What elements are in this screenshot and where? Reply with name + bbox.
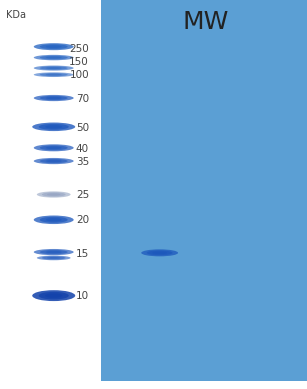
Text: 10: 10	[76, 291, 89, 301]
Ellipse shape	[42, 192, 66, 197]
Ellipse shape	[40, 96, 68, 100]
Ellipse shape	[46, 146, 62, 149]
Ellipse shape	[45, 125, 62, 128]
Ellipse shape	[46, 67, 62, 69]
Ellipse shape	[34, 55, 74, 60]
Ellipse shape	[32, 290, 75, 301]
Ellipse shape	[40, 66, 68, 70]
Text: 50: 50	[76, 123, 89, 133]
Ellipse shape	[40, 217, 68, 223]
Ellipse shape	[42, 256, 66, 259]
Ellipse shape	[32, 123, 75, 131]
Text: 35: 35	[76, 157, 89, 167]
Ellipse shape	[34, 216, 74, 224]
Text: 250: 250	[69, 44, 89, 54]
Ellipse shape	[40, 159, 68, 163]
Ellipse shape	[34, 66, 74, 71]
Ellipse shape	[47, 193, 60, 196]
Ellipse shape	[40, 44, 68, 49]
Text: 40: 40	[76, 144, 89, 154]
Ellipse shape	[147, 251, 173, 255]
Ellipse shape	[34, 144, 74, 151]
Ellipse shape	[34, 249, 74, 255]
Ellipse shape	[46, 45, 62, 48]
Ellipse shape	[46, 160, 62, 162]
Ellipse shape	[34, 95, 74, 101]
Ellipse shape	[46, 218, 62, 221]
Ellipse shape	[45, 293, 62, 298]
Ellipse shape	[34, 158, 74, 164]
Ellipse shape	[46, 251, 62, 253]
FancyBboxPatch shape	[101, 19, 307, 381]
Text: 25: 25	[76, 189, 89, 200]
Text: MW: MW	[182, 10, 229, 34]
Text: 70: 70	[76, 94, 89, 104]
Ellipse shape	[40, 73, 68, 76]
FancyBboxPatch shape	[101, 0, 307, 19]
Ellipse shape	[34, 72, 74, 77]
Text: 20: 20	[76, 215, 89, 225]
Ellipse shape	[39, 292, 69, 300]
Ellipse shape	[47, 257, 60, 259]
Ellipse shape	[40, 250, 68, 254]
Text: 15: 15	[76, 249, 89, 259]
Ellipse shape	[141, 249, 178, 256]
Ellipse shape	[46, 56, 62, 59]
Text: 150: 150	[69, 57, 89, 67]
Text: 100: 100	[69, 70, 89, 80]
Ellipse shape	[34, 43, 74, 50]
Ellipse shape	[152, 251, 167, 254]
Ellipse shape	[37, 256, 71, 260]
Text: KDa: KDa	[6, 10, 26, 20]
Ellipse shape	[39, 124, 69, 130]
Ellipse shape	[46, 97, 62, 99]
Ellipse shape	[46, 74, 62, 75]
Ellipse shape	[40, 145, 68, 150]
Ellipse shape	[37, 191, 71, 198]
Ellipse shape	[40, 56, 68, 60]
